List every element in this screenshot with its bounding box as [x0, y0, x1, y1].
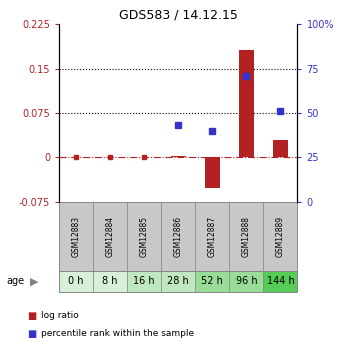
- Text: 0 h: 0 h: [68, 276, 84, 286]
- Text: 28 h: 28 h: [167, 276, 189, 286]
- Text: GSM12888: GSM12888: [242, 216, 251, 257]
- Bar: [263, 271, 297, 292]
- Text: ▶: ▶: [29, 276, 38, 286]
- Text: GSM12883: GSM12883: [72, 216, 81, 257]
- Text: GSM12886: GSM12886: [174, 216, 183, 257]
- Text: 96 h: 96 h: [236, 276, 257, 286]
- Text: GSM12887: GSM12887: [208, 216, 217, 257]
- Bar: [230, 271, 263, 292]
- Text: 144 h: 144 h: [267, 276, 294, 286]
- Bar: [93, 202, 127, 271]
- Text: GSM12885: GSM12885: [140, 216, 149, 257]
- Bar: [273, 140, 288, 157]
- Bar: [195, 202, 230, 271]
- Text: GSM12889: GSM12889: [276, 216, 285, 257]
- Bar: [195, 271, 230, 292]
- Text: age: age: [7, 276, 25, 286]
- Bar: [59, 271, 93, 292]
- Bar: [263, 202, 297, 271]
- Bar: [59, 202, 93, 271]
- Bar: [230, 202, 263, 271]
- Bar: [161, 271, 195, 292]
- Title: GDS583 / 14.12.15: GDS583 / 14.12.15: [119, 9, 238, 22]
- Bar: [171, 156, 186, 157]
- Text: log ratio: log ratio: [41, 310, 78, 319]
- Text: ■: ■: [27, 310, 37, 321]
- Text: 8 h: 8 h: [102, 276, 118, 286]
- Bar: [127, 271, 161, 292]
- Text: 16 h: 16 h: [134, 276, 155, 286]
- Text: percentile rank within the sample: percentile rank within the sample: [41, 329, 194, 338]
- Bar: [239, 50, 254, 157]
- Text: GSM12884: GSM12884: [106, 216, 115, 257]
- Bar: [161, 202, 195, 271]
- Bar: [127, 202, 161, 271]
- Bar: [93, 271, 127, 292]
- Text: 52 h: 52 h: [201, 276, 223, 286]
- Text: ■: ■: [27, 329, 37, 339]
- Bar: [205, 157, 220, 188]
